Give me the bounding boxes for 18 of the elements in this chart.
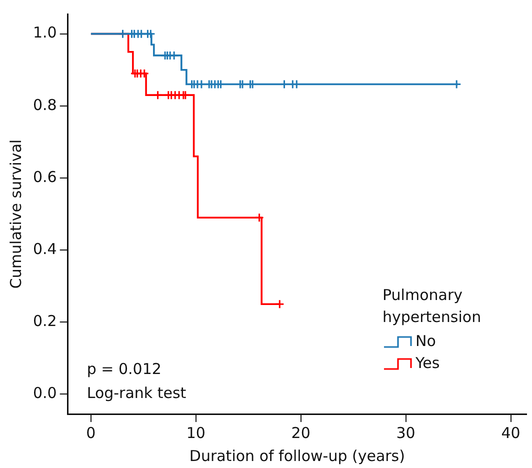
- y-tick-label: 0.6: [32, 168, 57, 186]
- y-tick-label: 0.2: [32, 312, 57, 330]
- y-tick-label: 1.0: [32, 24, 57, 42]
- annotation: Log-rank test: [86, 384, 186, 402]
- x-tick-label: 40: [501, 424, 520, 442]
- y-tick-label: 0.0: [32, 384, 57, 402]
- x-tick-label: 20: [291, 424, 310, 442]
- annotation: p = 0.012: [86, 360, 162, 378]
- legend-label: Yes: [416, 353, 440, 374]
- legend-label: No: [416, 331, 436, 352]
- y-axis-title: Cumulative survival: [6, 139, 25, 289]
- x-tick-label: 30: [396, 424, 416, 442]
- y-tick-label: 0.8: [32, 96, 57, 114]
- y-tick-label: 0.4: [32, 240, 57, 258]
- x-axis-title: Duration of follow-up (years): [189, 446, 405, 465]
- x-tick-label: 10: [186, 424, 206, 442]
- legend-title: Pulmonary hypertension: [382, 285, 482, 328]
- x-tick-label: 0: [86, 424, 96, 442]
